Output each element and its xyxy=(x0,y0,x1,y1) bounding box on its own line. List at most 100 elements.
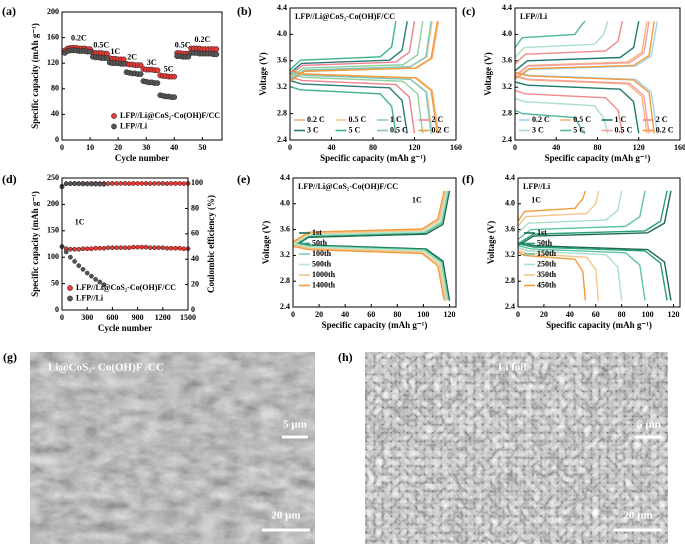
data-point xyxy=(135,181,140,186)
legend-marker xyxy=(111,113,117,119)
inset-scale: 5 μm xyxy=(637,419,661,431)
x-axis-label: Specific capacity (mAh g⁻¹) xyxy=(322,320,428,330)
x-tick-label: 0 xyxy=(60,143,64,152)
annotation: 2C xyxy=(127,52,137,61)
x-tick-label: 120 xyxy=(443,310,455,319)
chart-title: LFP//Li xyxy=(520,12,548,21)
legend-label: 250th xyxy=(537,259,557,268)
x-tick-label: 0 xyxy=(291,310,295,319)
curve xyxy=(292,190,448,301)
legend-label: LFP//Li xyxy=(120,121,148,130)
panel-label: (f) xyxy=(462,172,474,186)
plot-frame xyxy=(61,11,223,141)
x-axis-label: Specific capacity (mAh g⁻¹) xyxy=(320,153,426,163)
legend-marker xyxy=(67,285,73,291)
panel-label: (d) xyxy=(2,172,17,186)
y-tick-label: 3.2 xyxy=(502,82,512,91)
y-tick-label: 2.8 xyxy=(502,108,512,117)
data-point xyxy=(93,245,98,251)
data-point xyxy=(120,60,127,67)
y-tick-label: 4.0 xyxy=(505,199,515,208)
legend-label: 0.5 C xyxy=(349,115,367,124)
y-tick-label: 4.0 xyxy=(502,29,512,38)
x-tick-label: 300 xyxy=(81,313,93,322)
annotation: 1C xyxy=(110,47,120,56)
x-tick-label: 40 xyxy=(170,143,178,152)
annotation: 0.5C xyxy=(93,41,109,50)
legend-label: 0.2 C xyxy=(532,115,550,124)
y-tick-label: 50 xyxy=(51,278,59,287)
image-scale: 20 μm xyxy=(623,510,652,522)
y-tick-label: 3.6 xyxy=(505,224,515,233)
y2-tick-label: 60 xyxy=(191,229,199,238)
x-tick-label: 40 xyxy=(341,310,349,319)
curve xyxy=(514,21,650,134)
data-point xyxy=(93,277,98,282)
y-tick-label: 3.2 xyxy=(277,82,287,91)
data-point xyxy=(101,245,107,251)
y-tick-label: 3.6 xyxy=(277,56,287,65)
chart-title: LFP//Li@CoS₂-Co(OH)F/CC xyxy=(295,12,395,21)
y-tick-label: 250 xyxy=(47,173,59,182)
y2-tick-label: 100 xyxy=(191,178,203,187)
data-point xyxy=(110,181,115,186)
x-tick-label: 30 xyxy=(142,143,150,152)
legend-label: 500th xyxy=(312,259,332,268)
curve xyxy=(289,21,424,134)
y2-tick-label: 0 xyxy=(191,305,195,314)
legend-label: 1 C xyxy=(390,115,402,124)
data-point xyxy=(114,245,119,251)
data-point xyxy=(126,181,132,186)
y-tick-label: 160 xyxy=(47,32,59,41)
x-tick-label: 80 xyxy=(618,310,626,319)
legend-label: 3 C xyxy=(307,125,319,134)
x-tick-label: 60 xyxy=(367,310,375,319)
data-point xyxy=(68,181,73,187)
legend-label: 0.5 C xyxy=(615,125,633,134)
data-point xyxy=(147,181,153,186)
panel-label: (c) xyxy=(462,4,475,18)
data-point xyxy=(156,245,161,251)
curve xyxy=(517,190,672,301)
data-point xyxy=(181,181,187,186)
data-point xyxy=(97,245,103,251)
x-tick-label: 600 xyxy=(106,313,118,322)
data-point xyxy=(168,245,174,251)
data-point xyxy=(160,245,166,251)
x-tick-label: 80 xyxy=(594,143,602,152)
data-point xyxy=(181,246,187,252)
y-tick-label: 4.4 xyxy=(502,3,512,12)
curve xyxy=(289,21,397,134)
y-tick-label: 4.4 xyxy=(280,173,290,182)
data-point xyxy=(105,181,111,186)
legend-label: 0.2 C xyxy=(307,115,325,124)
annotation: 1C xyxy=(531,195,541,204)
x-tick-label: 100 xyxy=(642,310,654,319)
legend-label: 5 C xyxy=(349,125,361,134)
y-tick-label: 4.4 xyxy=(505,173,515,182)
image-scale: 20 μm xyxy=(271,510,300,522)
sem-inset xyxy=(184,351,316,441)
data-point xyxy=(131,244,136,250)
data-point xyxy=(137,71,144,77)
data-point xyxy=(122,181,128,186)
x-tick-label: 100 xyxy=(417,310,429,319)
plot-frame xyxy=(517,177,681,308)
legend-label: 50th xyxy=(537,238,553,247)
legend-label: 100th xyxy=(312,249,332,258)
y-tick-label: 2.8 xyxy=(280,276,290,285)
y-axis-label: Voltage (V) xyxy=(486,221,496,264)
curve xyxy=(514,20,586,134)
data-point xyxy=(122,245,128,251)
x-tick-label: 1500 xyxy=(180,313,196,322)
x-axis-label: Specific capacity (mAh g⁻¹) xyxy=(546,320,652,330)
curve xyxy=(517,190,623,301)
x-tick-label: 0 xyxy=(288,143,292,152)
data-point xyxy=(154,67,161,74)
data-point xyxy=(80,181,86,187)
curve xyxy=(292,190,445,301)
legend-label: 150th xyxy=(537,249,557,258)
legend-label: 1st xyxy=(312,228,322,237)
annotation: 0.5C xyxy=(175,41,191,50)
x-tick-label: 40 xyxy=(552,143,560,152)
